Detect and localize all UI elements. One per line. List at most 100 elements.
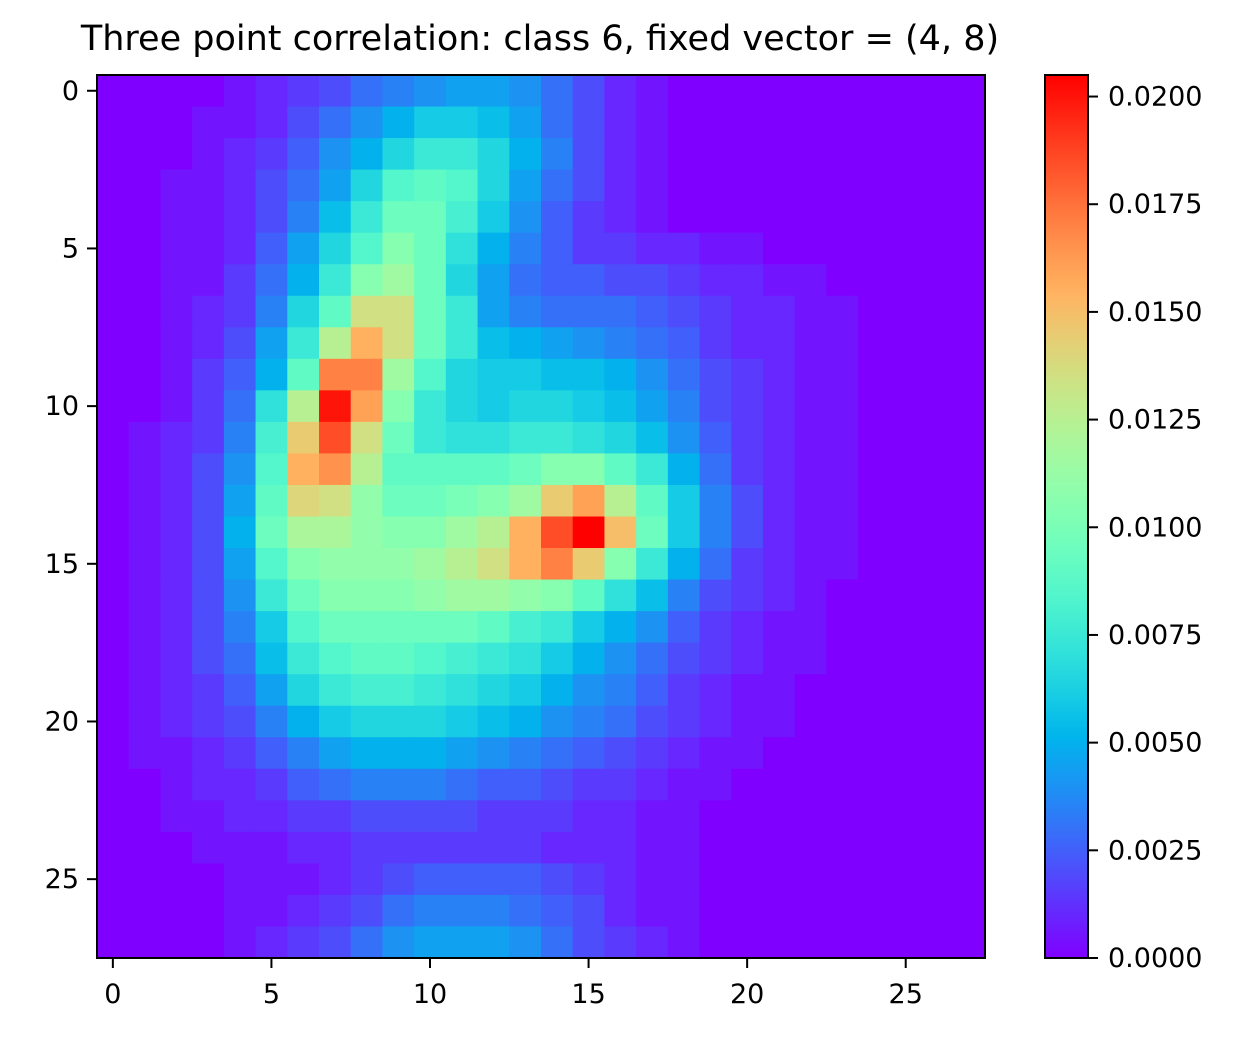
heatmap-cell [921,295,954,328]
heatmap-cell [921,264,954,297]
heatmap-cell [763,894,796,928]
heatmap-cell [667,453,701,486]
heatmap-cell [160,737,193,770]
heatmap-cell [763,800,796,833]
heatmap-cell [382,642,415,675]
heatmap-cell [287,705,320,738]
heatmap-cell [763,75,796,108]
heatmap-cell [731,453,764,486]
heatmap-cell [477,642,510,675]
heatmap-cell [319,800,352,833]
heatmap-cell [921,579,954,612]
heatmap-cell [350,737,384,770]
heatmap-cell [160,800,193,833]
heatmap-cell [477,327,510,360]
heatmap-cell [667,674,701,707]
heatmap-cell [223,453,257,486]
heatmap-cell [541,201,574,234]
heatmap-cell [953,926,986,959]
heatmap-cell [287,674,320,707]
x-tick-label: 10 [413,979,447,1010]
heatmap-cell [699,768,732,801]
heatmap-cell [921,800,954,833]
heatmap-cell [636,295,669,328]
heatmap-cell [636,138,669,171]
heatmap-cell [160,327,193,360]
heatmap-cell [541,548,574,581]
heatmap-cell [826,831,859,864]
heatmap-cell [826,358,859,391]
heatmap-cell [763,295,796,328]
heatmap-cell [477,232,510,265]
heatmap-cell [604,358,637,391]
heatmap-cell [319,579,352,612]
heatmap-cell [826,232,859,265]
heatmap-cell [287,611,320,644]
heatmap-cell [382,106,415,139]
heatmap-cell [477,453,510,486]
heatmap-cell [953,421,986,455]
heatmap-cell [541,232,574,265]
heatmap-cell [572,579,606,612]
heatmap-cell [699,705,732,738]
heatmap-cell [192,768,225,801]
heatmap-cell [192,106,225,139]
heatmap-cell [414,169,447,202]
heatmap-cell [763,516,796,549]
heatmap-cell [414,831,447,864]
heatmap-cell [97,484,130,518]
heatmap-cell [319,75,352,108]
heatmap-cell [160,169,193,202]
heatmap-cell [509,453,542,486]
heatmap-cell [255,106,288,139]
heatmap-cell [160,106,193,139]
heatmap-cell [160,358,193,391]
heatmap-cell [826,201,859,234]
heatmap-cell [699,421,732,455]
heatmap-cell [921,201,954,234]
heatmap-cell [287,295,320,328]
heatmap-cell [826,516,859,549]
heatmap-cell [889,674,923,707]
heatmap-cell [826,327,859,360]
heatmap-cell [921,484,954,518]
heatmap-cell [541,327,574,360]
heatmap-cell [350,421,384,455]
heatmap-cell [350,674,384,707]
heatmap-cell [953,863,986,896]
heatmap-cell [128,548,162,581]
heatmap-cell [319,295,352,328]
heatmap-cell [509,169,542,202]
heatmap-cell [128,674,162,707]
heatmap-cell [889,484,923,518]
heatmap-cell [826,674,859,707]
heatmap-cell [382,674,415,707]
heatmap-cell [223,201,257,234]
heatmap-cell [889,201,923,234]
heatmap-cell [604,831,637,864]
heatmap-cell [477,705,510,738]
heatmap-cell [192,516,225,549]
heatmap-cell [889,421,923,455]
heatmap-cell [921,831,954,864]
heatmap-cell [287,926,320,959]
heatmap-cell [541,579,574,612]
heatmap-cell [223,579,257,612]
heatmap-cell [541,390,574,423]
heatmap-cell [97,705,130,738]
heatmap-cell [826,926,859,959]
heatmap-cell [255,358,288,391]
heatmap-cell [541,295,574,328]
heatmap-cell [794,75,828,108]
heatmap-cell [319,358,352,391]
heatmap-cell [921,232,954,265]
heatmap-cell [636,327,669,360]
heatmap-cell [255,264,288,297]
heatmap-cell [477,926,510,959]
heatmap-cell [445,138,479,171]
x-tick-label: 15 [571,979,605,1010]
heatmap-cell [97,768,130,801]
heatmap-cell [414,295,447,328]
heatmap-cell [319,201,352,234]
heatmap-cell [382,831,415,864]
